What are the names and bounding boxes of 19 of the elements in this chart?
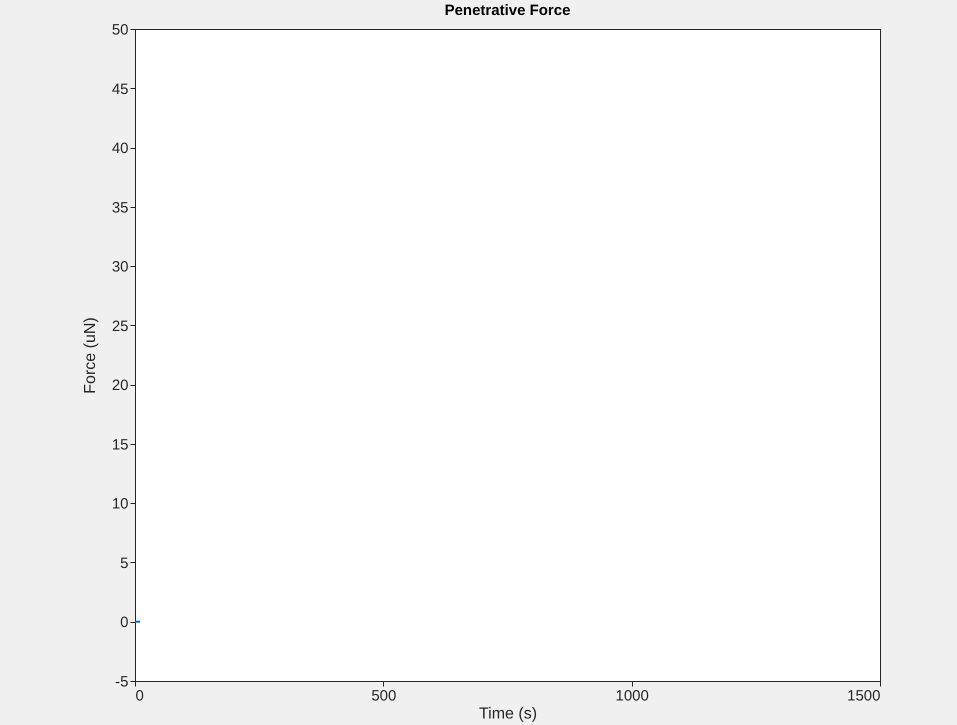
- y-tick-label: 0: [120, 614, 128, 632]
- y-tick-label: 40: [112, 140, 128, 158]
- chart-title: Penetrative Force: [444, 2, 570, 19]
- y-tick-label: -5: [115, 674, 128, 690]
- x-tick-label: 0: [136, 688, 144, 704]
- x-tick-label: 500: [371, 688, 396, 704]
- x-tick-label: 1500: [847, 688, 880, 704]
- y-tick-label: 10: [112, 496, 128, 513]
- y-tick-label: 45: [112, 80, 128, 98]
- y-tick-label: 50: [112, 22, 128, 38]
- y-tick-label: 5: [120, 554, 128, 572]
- y-tick-label: 35: [112, 199, 128, 216]
- y-tick-label: 25: [112, 318, 128, 335]
- y-axis-title: Force (uN): [82, 317, 99, 394]
- x-tick-label: 1000: [615, 688, 649, 704]
- y-tick-label: 15: [112, 436, 128, 454]
- y-tick-label: 20: [112, 377, 128, 394]
- x-axis-title: Time (s): [478, 706, 538, 722]
- y-tick-label: 30: [112, 258, 128, 276]
